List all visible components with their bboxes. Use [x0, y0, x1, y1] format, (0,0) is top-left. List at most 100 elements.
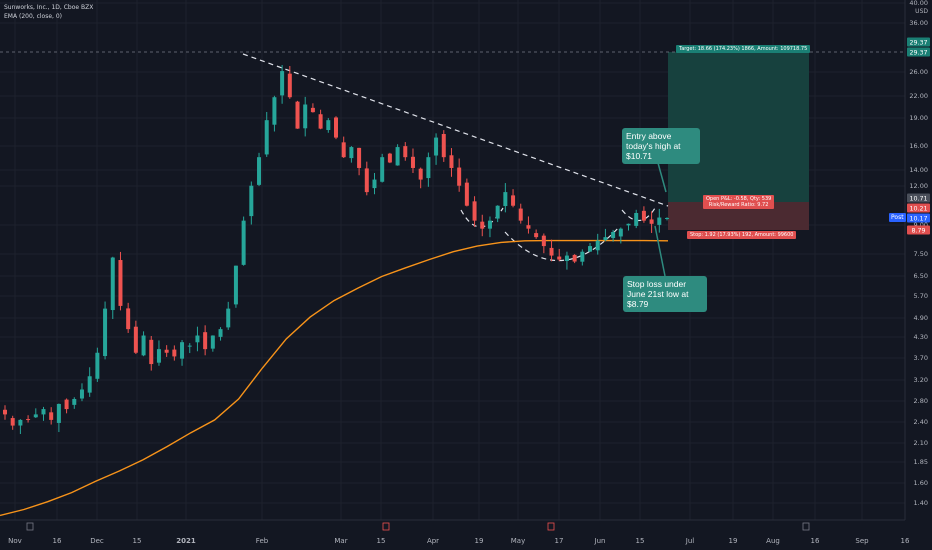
candle-down	[318, 114, 323, 129]
price-tick-label: 1.40	[914, 499, 928, 507]
time-tick-label: 2021	[176, 537, 196, 545]
event-marker-earnings[interactable]	[547, 522, 555, 531]
candle-up	[56, 403, 61, 423]
candle-up	[380, 157, 385, 182]
candle-down	[441, 133, 446, 158]
price-tick-label: 6.50	[914, 272, 928, 280]
candle-up	[249, 185, 254, 217]
candle-up	[326, 120, 331, 130]
time-tick-label: May	[511, 537, 525, 545]
candle-up	[156, 349, 161, 363]
target-label: Target: 18.66 (174.23%) 1866, Amount: 10…	[676, 45, 811, 53]
candle-down	[403, 146, 408, 158]
candle-down	[472, 201, 477, 221]
candle-up	[72, 398, 77, 405]
price-tag-label: 10.21	[909, 205, 927, 212]
price-tick-label: 22.00	[909, 92, 928, 100]
time-tick-label: 15	[133, 537, 142, 545]
candle-down	[295, 101, 300, 129]
candle-down	[464, 182, 469, 206]
price-tag-bg	[907, 213, 930, 223]
candle-down	[310, 107, 315, 113]
candle-up	[280, 71, 285, 96]
price-tick-label: 12.00	[909, 182, 928, 190]
event-marker-earnings[interactable]	[802, 522, 810, 531]
candle-up	[303, 104, 308, 129]
event-marker-earnings[interactable]	[382, 522, 390, 531]
candle-down	[387, 153, 392, 163]
price-tick-label: 2.40	[914, 418, 928, 426]
rr-text: Risk/Reward Ratio: 9.72	[708, 202, 769, 208]
price-tick-label: 9.00	[914, 221, 928, 229]
candle-up	[657, 217, 662, 225]
candle-up	[233, 265, 238, 305]
candles	[3, 64, 669, 435]
price-tick-label: 7.50	[914, 250, 928, 258]
time-ticks: Nov 16 Dec 15 2021 Feb Mar 15 Apr 19 May 17 Jun 15 Jul…	[8, 537, 910, 545]
candle-up	[210, 335, 215, 349]
price-tag-label: 10.71	[909, 195, 927, 202]
candle-up	[503, 192, 508, 207]
candle-up	[264, 120, 269, 155]
candle-down	[357, 147, 362, 168]
candle-down	[10, 418, 15, 426]
candle-up	[87, 376, 92, 393]
candle-up	[580, 251, 585, 262]
candle-up	[241, 220, 246, 265]
cup-right-arc	[621, 207, 656, 222]
price-tag-bg	[907, 37, 930, 47]
candle-down	[480, 221, 485, 229]
candle-down	[549, 247, 554, 256]
candle-up	[110, 257, 115, 311]
pnl-text: Open P&L: -0.58, Qty: 539	[706, 196, 772, 202]
time-tick-label: 19	[729, 537, 738, 545]
candle-up	[180, 342, 185, 359]
price-tick-label: 2.10	[914, 439, 928, 447]
price-axis-bg	[905, 0, 932, 520]
price-tick-label: 1.60	[914, 479, 928, 487]
stop-pointer	[654, 225, 666, 277]
price-tag-label: 29.37	[909, 39, 927, 46]
price-tag-label: 29.37	[909, 49, 927, 56]
candle-down	[3, 409, 7, 415]
candle-down	[572, 254, 577, 262]
price-tick-label: 4.30	[914, 333, 928, 341]
ema-200-line	[0, 239, 669, 517]
price-tag-label: 8.79	[911, 227, 925, 234]
candle-up	[426, 157, 431, 179]
symbol-title: Sunworks, Inc., 1D, Cboe BZX	[4, 4, 94, 11]
candle-up	[487, 220, 492, 229]
candle-up	[349, 147, 354, 159]
grid-lines	[0, 0, 906, 520]
candle-up	[141, 335, 146, 356]
candle-up	[634, 213, 639, 226]
entry-annotation[interactable]: Entry above today's high at $10.71	[622, 128, 700, 164]
candle-up	[595, 240, 600, 251]
price-tick-label: 2.80	[914, 397, 928, 405]
candle-down	[457, 167, 462, 186]
candle-up	[564, 255, 569, 261]
candle-down	[641, 210, 646, 221]
post-badge: Post	[889, 213, 906, 222]
candle-up	[272, 97, 277, 125]
stop-annotation[interactable]: Stop loss under June 21st low at $8.79	[623, 276, 707, 312]
time-tick-label: Jun	[594, 537, 606, 545]
price-tick-label: 3.20	[914, 376, 928, 384]
stop-label: Stop: 1.92 (17.93%) 192, Amount: 99600	[687, 231, 797, 239]
candle-down	[133, 326, 138, 353]
price-tag-bg	[907, 193, 930, 203]
candle-down	[164, 349, 169, 353]
candle-up	[218, 329, 223, 337]
time-tick-label: 15	[377, 537, 386, 545]
price-tick-label: 40.00	[909, 0, 928, 7]
candle-down	[526, 225, 531, 229]
candle-up	[257, 157, 262, 185]
candle-down	[287, 73, 292, 98]
candle-down	[449, 155, 454, 168]
candle-down	[334, 117, 338, 138]
time-tick-label: Jul	[685, 537, 695, 545]
price-tag-bg	[907, 47, 930, 57]
price-tag-label: 10.17	[909, 215, 927, 222]
event-marker-earnings[interactable]	[26, 522, 34, 531]
price-tick-label: 3.70	[914, 354, 928, 362]
